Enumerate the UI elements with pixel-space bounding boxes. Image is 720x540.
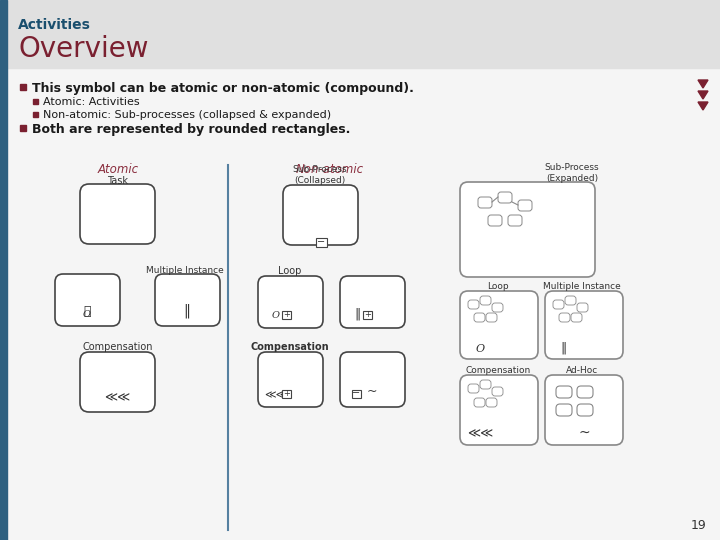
FancyBboxPatch shape (468, 384, 479, 393)
FancyBboxPatch shape (460, 182, 595, 277)
Text: Atomic: Atomic (97, 163, 138, 176)
Polygon shape (698, 80, 708, 88)
FancyBboxPatch shape (55, 274, 120, 326)
FancyBboxPatch shape (577, 386, 593, 398)
Text: Activities: Activities (18, 18, 91, 32)
FancyBboxPatch shape (488, 215, 502, 226)
FancyBboxPatch shape (486, 313, 497, 322)
Text: ≪≪: ≪≪ (264, 390, 287, 400)
Bar (282, 390, 291, 398)
Bar (0, 0, 720, 68)
FancyBboxPatch shape (258, 276, 323, 328)
FancyBboxPatch shape (577, 404, 593, 416)
Text: Non-atomic: Sub-processes (collapsed & expanded): Non-atomic: Sub-processes (collapsed & e… (43, 110, 331, 120)
FancyBboxPatch shape (556, 404, 572, 416)
Bar (33, 99, 38, 104)
Text: Sub-Process
(Expanded): Sub-Process (Expanded) (545, 163, 599, 183)
FancyBboxPatch shape (480, 296, 491, 305)
FancyBboxPatch shape (559, 313, 570, 322)
Text: Ad-Hoc: Ad-Hoc (566, 366, 598, 375)
Text: ≪≪: ≪≪ (104, 391, 130, 404)
Text: O: O (83, 310, 91, 319)
Text: O: O (272, 311, 280, 320)
Text: Non-atomic: Non-atomic (296, 163, 364, 176)
Text: ~: ~ (366, 385, 377, 398)
Text: Atomic: Activities: Atomic: Activities (43, 97, 140, 107)
Bar (33, 112, 38, 117)
FancyBboxPatch shape (492, 387, 503, 396)
FancyBboxPatch shape (474, 398, 485, 407)
Text: Compensation: Compensation (83, 342, 153, 352)
FancyBboxPatch shape (553, 300, 564, 309)
FancyBboxPatch shape (283, 185, 358, 245)
FancyBboxPatch shape (486, 398, 497, 407)
Text: ≪≪: ≪≪ (467, 427, 493, 440)
FancyBboxPatch shape (518, 200, 532, 211)
Text: ~: ~ (578, 426, 590, 440)
FancyBboxPatch shape (508, 215, 522, 226)
FancyBboxPatch shape (478, 197, 492, 208)
FancyBboxPatch shape (556, 386, 572, 398)
FancyBboxPatch shape (492, 303, 503, 312)
Text: Sub-Process
(Collapsed): Sub-Process (Collapsed) (293, 165, 347, 185)
Bar (282, 311, 291, 319)
Text: 19: 19 (690, 519, 706, 532)
FancyBboxPatch shape (545, 291, 623, 359)
FancyBboxPatch shape (498, 192, 512, 203)
Text: +: + (364, 310, 371, 319)
Text: Overview: Overview (18, 35, 148, 63)
Bar (352, 390, 361, 398)
Bar (20, 84, 26, 90)
Text: O: O (475, 344, 485, 354)
FancyBboxPatch shape (340, 276, 405, 328)
FancyBboxPatch shape (480, 380, 491, 389)
Text: −: − (318, 237, 325, 247)
FancyBboxPatch shape (545, 375, 623, 445)
Text: ‖: ‖ (184, 303, 190, 318)
Text: Loop: Loop (279, 266, 302, 276)
Text: +: + (283, 310, 290, 319)
Text: Compensation: Compensation (251, 342, 329, 352)
Bar (316, 238, 327, 247)
FancyBboxPatch shape (340, 352, 405, 407)
Text: Loop: Loop (487, 282, 509, 291)
Text: ‖: ‖ (355, 307, 361, 320)
FancyBboxPatch shape (460, 375, 538, 445)
FancyBboxPatch shape (468, 300, 479, 309)
FancyBboxPatch shape (577, 303, 588, 312)
FancyBboxPatch shape (565, 296, 576, 305)
Text: +: + (283, 389, 290, 398)
Polygon shape (698, 102, 708, 110)
Bar (20, 125, 26, 131)
Text: ⍶: ⍶ (84, 305, 91, 318)
FancyBboxPatch shape (155, 274, 220, 326)
Text: Compensation: Compensation (465, 366, 531, 375)
Text: Multiple Instance: Multiple Instance (543, 282, 621, 291)
FancyBboxPatch shape (571, 313, 582, 322)
Bar (363, 311, 372, 319)
Text: Multiple Instance: Multiple Instance (146, 266, 224, 275)
FancyBboxPatch shape (80, 184, 155, 244)
Text: −: − (352, 388, 361, 398)
Text: This symbol can be atomic or non-atomic (compound).: This symbol can be atomic or non-atomic … (32, 82, 414, 95)
FancyBboxPatch shape (474, 313, 485, 322)
FancyBboxPatch shape (80, 352, 155, 412)
Text: ‖: ‖ (561, 341, 567, 354)
FancyBboxPatch shape (460, 291, 538, 359)
Text: Both are represented by rounded rectangles.: Both are represented by rounded rectangl… (32, 123, 351, 136)
Polygon shape (698, 91, 708, 99)
FancyBboxPatch shape (258, 352, 323, 407)
Bar (0, 0, 7, 540)
Text: Task: Task (107, 176, 128, 186)
